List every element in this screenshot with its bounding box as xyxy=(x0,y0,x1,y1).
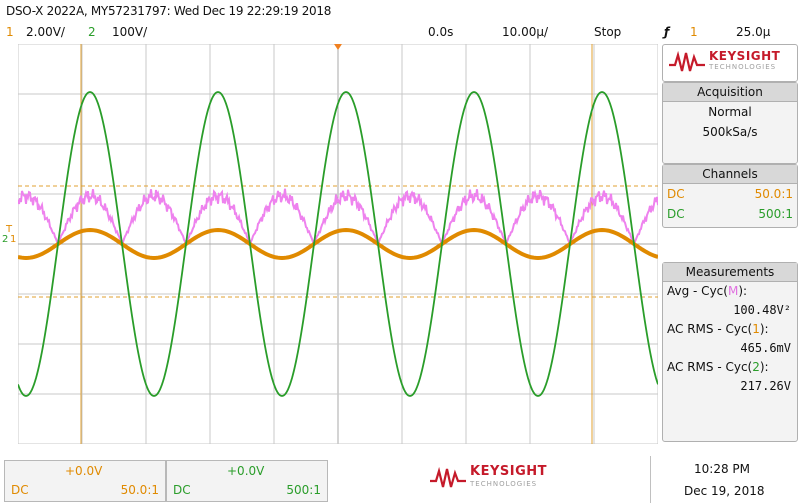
clock-time: 10:28 PM xyxy=(694,462,750,476)
waveform-display[interactable] xyxy=(17,43,659,445)
ch1-bottom-coupling: DC xyxy=(11,483,29,497)
channel-row-1[interactable]: DC 50.0:1 xyxy=(663,184,797,204)
brand-name: KEYSIGHT xyxy=(709,49,781,63)
math-waveform xyxy=(17,188,659,247)
keysight-wave-icon-bottom xyxy=(430,466,466,488)
status-bar: 1 2.00V/ 2 100V/ 0.0s 10.00µ/ Stop ƒ 1 2… xyxy=(0,22,800,42)
waveform-plot xyxy=(17,43,659,445)
bottom-logo: KEYSIGHT TECHNOLOGIES xyxy=(430,464,547,490)
channel-2-probe: 500:1 xyxy=(758,207,793,221)
window-title: DSO-X 2022A, MY57231797: Wed Dec 19 22:2… xyxy=(6,4,332,18)
measurement-3-value: 217.26V xyxy=(740,379,791,393)
bottom-brand-subtitle: TECHNOLOGIES xyxy=(470,480,538,488)
channel-1-probe: 50.0:1 xyxy=(754,187,793,201)
channel-row-2[interactable]: DC 500:1 xyxy=(663,204,797,224)
brand-subtitle: TECHNOLOGIES xyxy=(709,63,777,71)
ch2-offset: +0.0V xyxy=(227,464,265,478)
ch1-softkey[interactable]: +0.0V DC 50.0:1 xyxy=(4,460,166,502)
measurement-1-value: 100.48V² xyxy=(733,303,791,317)
bottom-brand-name: KEYSIGHT xyxy=(470,464,547,479)
ch1-scale[interactable]: 2.00V/ xyxy=(26,25,65,39)
channels-title: Channels xyxy=(663,165,797,184)
acquisition-mode: Normal xyxy=(708,105,752,119)
measurement-3-label: AC RMS - Cyc(2): xyxy=(667,360,769,374)
time-scale[interactable]: 10.00µ/ xyxy=(502,25,549,39)
channels-panel[interactable]: Channels DC 50.0:1 DC 500:1 xyxy=(662,164,798,228)
trigger-position-marker[interactable] xyxy=(334,44,342,50)
clock-date: Dec 19, 2018 xyxy=(684,484,765,498)
bottom-bar: +0.0V DC 50.0:1 +0.0V DC 500:1 KEYSIGHT … xyxy=(0,456,800,503)
trigger-level-marker[interactable]: T xyxy=(6,224,13,235)
measurement-2-label: AC RMS - Cyc(1): xyxy=(667,322,769,336)
brand-panel: KEYSIGHT TECHNOLOGIES xyxy=(662,44,798,82)
ch1-offset: +0.0V xyxy=(65,464,103,478)
trigger-channel[interactable]: 1 xyxy=(690,25,698,39)
acquisition-title: Acquisition xyxy=(663,83,797,102)
ch2-softkey[interactable]: +0.0V DC 500:1 xyxy=(166,460,328,502)
run-state[interactable]: Stop xyxy=(594,25,622,39)
ch2-number[interactable]: 2 xyxy=(88,25,96,39)
measurement-2-value: 465.6mV xyxy=(740,341,791,355)
trigger-level[interactable]: 25.0µ xyxy=(736,25,771,39)
ch1-waveform xyxy=(17,227,659,261)
measurement-1-label: Avg - Cyc(M): xyxy=(667,284,748,298)
acquisition-panel[interactable]: Acquisition Normal 500kSa/s xyxy=(662,82,798,164)
ch2-ground-marker[interactable]: 2 xyxy=(2,234,9,245)
ch2-bottom-probe: 500:1 xyxy=(286,483,321,497)
sample-rate: 500kSa/s xyxy=(702,125,758,139)
channel-1-coupling: DC xyxy=(667,187,685,201)
ch1-number[interactable]: 1 xyxy=(6,25,14,39)
channel-2-coupling: DC xyxy=(667,207,685,221)
ch2-bottom-coupling: DC xyxy=(173,483,191,497)
keysight-wave-icon xyxy=(669,51,705,72)
side-panel: KEYSIGHT TECHNOLOGIES Acquisition Normal… xyxy=(662,44,800,444)
ch2-waveform xyxy=(17,91,659,397)
waveforms xyxy=(17,91,659,397)
time-offset[interactable]: 0.0s xyxy=(428,25,454,39)
ch1-ground-marker[interactable]: 1 xyxy=(10,234,17,245)
ch2-scale[interactable]: 100V/ xyxy=(112,25,148,39)
measurements-title: Measurements xyxy=(663,263,797,282)
trigger-icon: ƒ xyxy=(664,25,670,39)
measurements-panel[interactable]: Measurements Avg - Cyc(M): 100.48V² AC R… xyxy=(662,262,798,442)
ch1-bottom-probe: 50.0:1 xyxy=(120,483,159,497)
bottom-divider xyxy=(650,456,651,503)
